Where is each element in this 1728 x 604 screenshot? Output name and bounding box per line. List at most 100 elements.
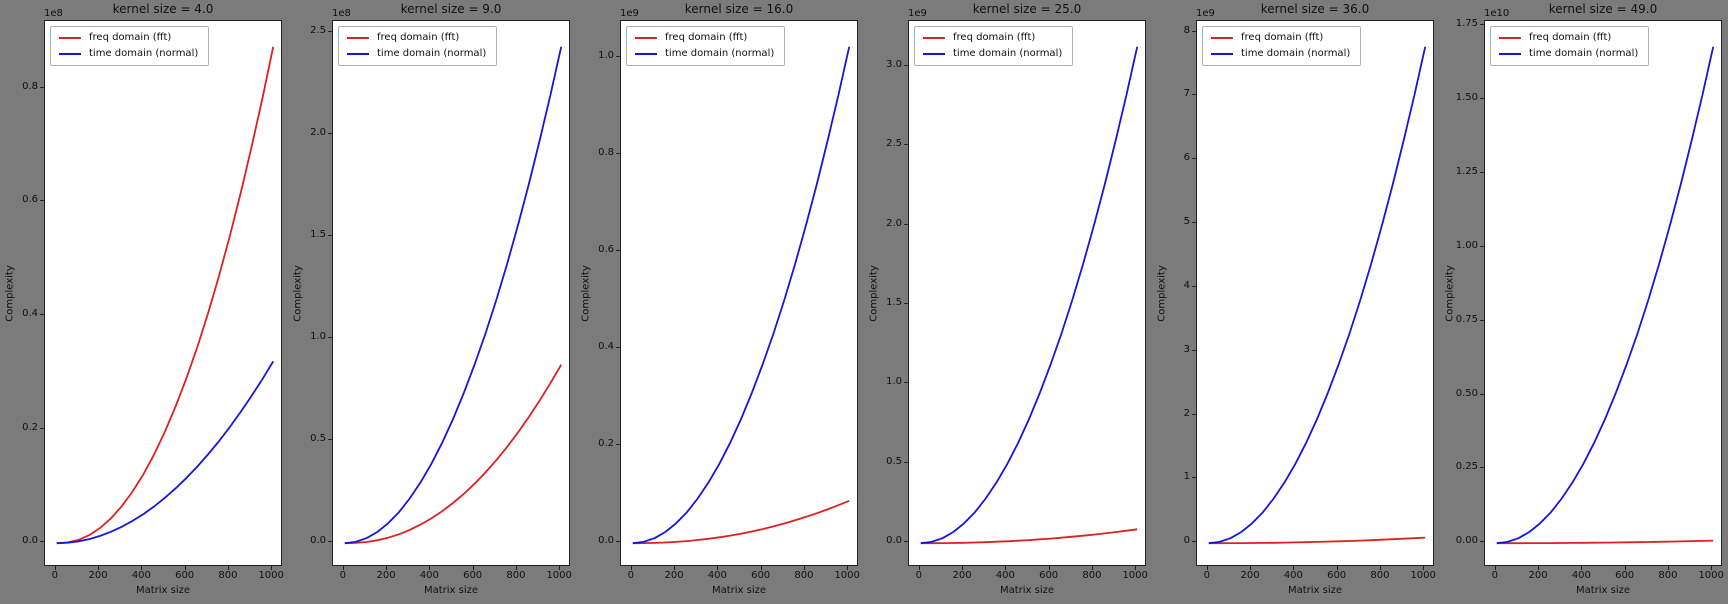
y-tick-label: 0.8: [598, 147, 614, 159]
legend-item-fft: freq domain (fft): [923, 32, 1062, 44]
x-tick-label: 0: [1491, 570, 1498, 581]
legend-line-fft: [923, 37, 945, 39]
x-tick-mark: [343, 566, 344, 570]
y-tick-mark: [328, 31, 332, 32]
legend-label-normal: time domain (normal): [665, 48, 775, 59]
y-tick-mark: [904, 224, 908, 225]
legend-item-fft: freq domain (fft): [1211, 32, 1350, 44]
x-tick-label: 200: [88, 570, 108, 581]
curves-canvas: [920, 46, 1139, 545]
y-axis-label-text: Complexity: [1156, 264, 1168, 322]
legend: freq domain (fft) time domain (normal): [1202, 26, 1362, 66]
legend-label-normal: time domain (normal): [1241, 48, 1351, 59]
x-tick-label: 600: [175, 570, 195, 581]
x-tick-mark: [185, 566, 186, 570]
x-tick-label: 1000: [546, 570, 572, 581]
legend: freq domain (fft) time domain (normal): [338, 26, 498, 66]
plot-area: freq domain (fft) time domain (normal): [1196, 20, 1434, 566]
y-tick-mark: [1192, 94, 1196, 95]
legend-line-normal: [1499, 53, 1521, 55]
plot-title: kernel size = 16.0: [684, 2, 794, 16]
y-tick-mark: [616, 153, 620, 154]
x-tick-label: 200: [376, 570, 396, 581]
plot-title: kernel size = 49.0: [1548, 2, 1658, 16]
x-tick-label: 200: [664, 570, 684, 581]
x-tick-mark: [1049, 566, 1050, 570]
y-scale-offset-label: 1e9: [620, 8, 639, 19]
legend-item-normal: time domain (normal): [923, 48, 1062, 60]
x-axis-label: Matrix size: [711, 585, 767, 596]
x-tick-label: 0: [627, 570, 634, 581]
y-tick-label: 1.00: [1455, 239, 1478, 251]
y-tick-mark: [1480, 24, 1484, 25]
y-tick-label: 0.2: [22, 421, 38, 433]
y-tick-mark: [616, 541, 620, 542]
legend-label-fft: freq domain (fft): [1529, 32, 1612, 43]
y-tick-mark: [904, 144, 908, 145]
curves-canvas: [56, 46, 275, 545]
y-axis-label-text: Complexity: [868, 264, 880, 322]
x-tick-label: 800: [1082, 570, 1102, 581]
y-axis-label: Complexity: [2, 20, 18, 566]
y-tick-mark: [616, 347, 620, 348]
y-axis-label: Complexity: [866, 20, 882, 566]
y-tick-label: 3: [1183, 343, 1190, 355]
x-tick-mark: [1380, 566, 1381, 570]
y-tick-label: 0.6: [598, 244, 614, 256]
x-tick-label: 600: [463, 570, 483, 581]
y-tick-label: 1.5: [310, 228, 326, 240]
y-tick-mark: [1480, 172, 1484, 173]
x-tick-mark: [1337, 566, 1338, 570]
x-tick-label: 1000: [1410, 570, 1436, 581]
y-tick-mark: [328, 235, 332, 236]
y-tick-mark: [1192, 541, 1196, 542]
x-tick-label: 0: [339, 570, 346, 581]
y-tick-mark: [904, 303, 908, 304]
curve-fft: [632, 499, 850, 545]
legend-item-normal: time domain (normal): [635, 48, 774, 60]
y-tick-label: 1.0: [886, 376, 902, 388]
y-tick-mark: [1192, 31, 1196, 32]
plot-area: freq domain (fft) time domain (normal): [1484, 20, 1722, 566]
curves-canvas: [632, 46, 851, 545]
curve-fft: [920, 528, 1138, 545]
y-tick-mark: [40, 428, 44, 429]
legend-line-normal: [347, 53, 369, 55]
y-tick-label: 0.50: [1455, 387, 1478, 399]
x-tick-mark: [386, 566, 387, 570]
plot-area: freq domain (fft) time domain (normal): [908, 20, 1146, 566]
x-tick-mark: [141, 566, 142, 570]
curve-fft: [56, 46, 275, 545]
x-tick-label: 800: [506, 570, 526, 581]
legend: freq domain (fft) time domain (normal): [1490, 26, 1650, 66]
y-tick-mark: [1192, 222, 1196, 223]
subplot-kernel-4.0: kernel size = 4.0 1e8 Complexity Matrix siz…: [0, 0, 288, 604]
legend: freq domain (fft) time domain (normal): [50, 26, 210, 66]
y-tick-mark: [1480, 98, 1484, 99]
y-tick-label: 0.5: [310, 433, 326, 445]
x-tick-mark: [1495, 566, 1496, 570]
curve-normal: [344, 46, 563, 545]
legend-line-fft: [1499, 37, 1521, 39]
y-tick-label: 0.0: [598, 535, 614, 547]
x-tick-mark: [717, 566, 718, 570]
x-tick-mark: [847, 566, 848, 570]
y-tick-label: 8: [1183, 24, 1190, 36]
y-tick-label: 5: [1183, 216, 1190, 228]
plot-area: freq domain (fft) time domain (normal): [332, 20, 570, 566]
legend-label-fft: freq domain (fft): [89, 32, 172, 43]
y-tick-label: 0.75: [1455, 313, 1478, 325]
y-tick-label: 0.6: [22, 194, 38, 206]
x-tick-mark: [1250, 566, 1251, 570]
legend-line-fft: [347, 37, 369, 39]
curve-normal: [632, 46, 851, 545]
y-tick-mark: [1192, 286, 1196, 287]
x-tick-mark: [804, 566, 805, 570]
y-tick-label: 2.0: [310, 126, 326, 138]
x-tick-label: 0: [1203, 570, 1210, 581]
plot-title: kernel size = 9.0: [400, 2, 502, 16]
x-tick-label: 400: [419, 570, 439, 581]
x-tick-mark: [1581, 566, 1582, 570]
x-axis-label: Matrix size: [135, 585, 191, 596]
